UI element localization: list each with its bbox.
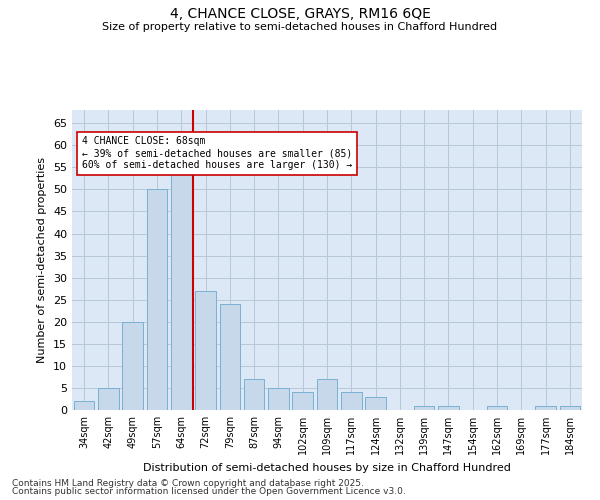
Text: Size of property relative to semi-detached houses in Chafford Hundred: Size of property relative to semi-detach… xyxy=(103,22,497,32)
Bar xyxy=(220,304,240,410)
Bar xyxy=(268,388,289,410)
Bar xyxy=(560,406,580,410)
X-axis label: Distribution of semi-detached houses by size in Chafford Hundred: Distribution of semi-detached houses by … xyxy=(143,462,511,472)
Bar xyxy=(98,388,119,410)
Text: 4 CHANCE CLOSE: 68sqm
← 39% of semi-detached houses are smaller (85)
60% of semi: 4 CHANCE CLOSE: 68sqm ← 39% of semi-deta… xyxy=(82,136,352,170)
Bar xyxy=(195,291,216,410)
Y-axis label: Number of semi-detached properties: Number of semi-detached properties xyxy=(37,157,47,363)
Bar xyxy=(317,379,337,410)
Bar xyxy=(171,172,191,410)
Text: Contains HM Land Registry data © Crown copyright and database right 2025.: Contains HM Land Registry data © Crown c… xyxy=(12,478,364,488)
Bar xyxy=(414,406,434,410)
Bar xyxy=(244,379,265,410)
Bar xyxy=(535,406,556,410)
Text: 4, CHANCE CLOSE, GRAYS, RM16 6QE: 4, CHANCE CLOSE, GRAYS, RM16 6QE xyxy=(170,8,430,22)
Bar xyxy=(74,401,94,410)
Bar xyxy=(487,406,508,410)
Text: Contains public sector information licensed under the Open Government Licence v3: Contains public sector information licen… xyxy=(12,487,406,496)
Bar xyxy=(146,190,167,410)
Bar xyxy=(341,392,362,410)
Bar xyxy=(438,406,459,410)
Bar xyxy=(292,392,313,410)
Bar xyxy=(365,397,386,410)
Bar xyxy=(122,322,143,410)
